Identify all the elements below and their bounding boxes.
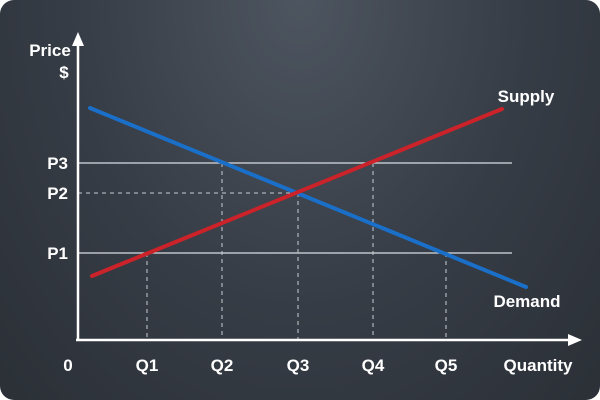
demand-label: Demand [493, 292, 560, 311]
origin-label: 0 [63, 356, 72, 375]
tick-label-p3: P3 [47, 154, 68, 173]
supply-label: Supply [498, 87, 555, 106]
x-axis-arrow [568, 334, 582, 346]
demand-curve [88, 106, 528, 289]
tick-label-q1: Q1 [136, 356, 159, 375]
tick-label-q2: Q2 [211, 356, 234, 375]
tick-label-q3: Q3 [287, 356, 310, 375]
y-axis-arrow [72, 32, 84, 46]
y-axis-title: Price [29, 41, 71, 60]
tick-label-p1: P1 [47, 244, 68, 263]
x-axis-title: Quantity [504, 356, 573, 375]
supply-curve [90, 107, 504, 278]
tick-label-q4: Q4 [362, 356, 385, 375]
tick-label-p2: P2 [47, 184, 68, 203]
y-axis-unit: $ [59, 63, 69, 82]
tick-label-q5: Q5 [435, 356, 458, 375]
